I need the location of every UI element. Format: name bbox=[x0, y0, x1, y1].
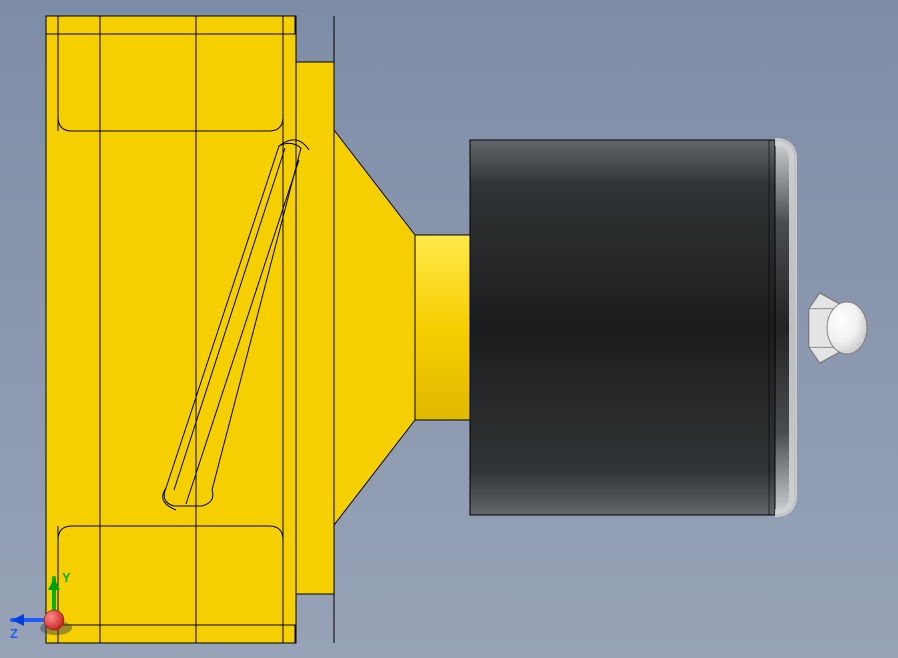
brass-port-bottom bbox=[46, 526, 295, 643]
brass-neck bbox=[415, 235, 470, 420]
black-cap bbox=[470, 140, 795, 515]
brass-port-top bbox=[46, 16, 295, 131]
cad-scene[interactable] bbox=[0, 0, 898, 658]
nut-dome bbox=[827, 302, 867, 354]
cad-viewport[interactable]: YZ bbox=[0, 0, 898, 658]
